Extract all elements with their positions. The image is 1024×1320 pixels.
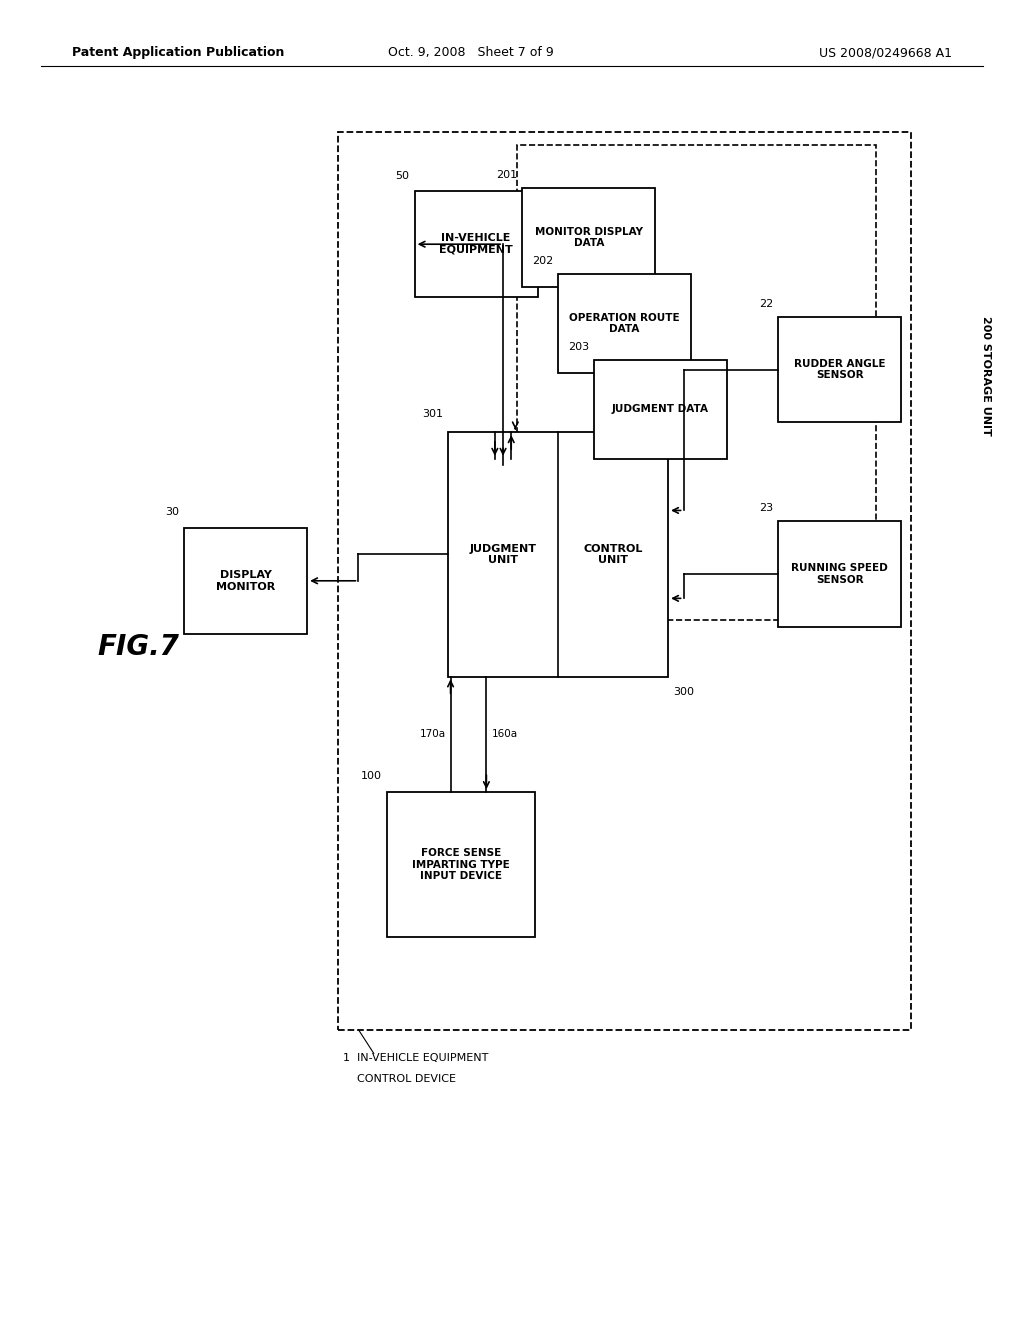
Bar xyxy=(778,521,901,627)
Text: RUDDER ANGLE
SENSOR: RUDDER ANGLE SENSOR xyxy=(794,359,886,380)
Text: 300: 300 xyxy=(674,686,694,697)
Text: OPERATION ROUTE
DATA: OPERATION ROUTE DATA xyxy=(569,313,680,334)
Text: Oct. 9, 2008   Sheet 7 of 9: Oct. 9, 2008 Sheet 7 of 9 xyxy=(388,46,554,59)
Text: JUDGMENT DATA: JUDGMENT DATA xyxy=(612,404,709,414)
Text: CONTROL
UNIT: CONTROL UNIT xyxy=(584,544,643,565)
Text: 200 STORAGE UNIT: 200 STORAGE UNIT xyxy=(981,317,991,436)
Bar xyxy=(558,275,691,372)
Text: DISPLAY
MONITOR: DISPLAY MONITOR xyxy=(216,570,275,591)
Text: 203: 203 xyxy=(567,342,589,351)
Text: 100: 100 xyxy=(360,771,381,781)
Text: 202: 202 xyxy=(531,256,553,265)
Text: 23: 23 xyxy=(759,503,773,513)
Text: CONTROL DEVICE: CONTROL DEVICE xyxy=(343,1074,456,1085)
Text: RUNNING SPEED
SENSOR: RUNNING SPEED SENSOR xyxy=(792,564,888,585)
Text: 30: 30 xyxy=(165,507,179,517)
Text: IN-VEHICLE
EQUIPMENT: IN-VEHICLE EQUIPMENT xyxy=(439,234,513,255)
Bar xyxy=(184,528,307,634)
Bar xyxy=(338,132,911,1030)
Bar xyxy=(387,792,535,937)
Text: 50: 50 xyxy=(395,170,410,181)
Bar xyxy=(522,189,655,288)
Text: FIG.7: FIG.7 xyxy=(97,632,179,661)
Text: 201: 201 xyxy=(496,170,517,180)
Text: 160a: 160a xyxy=(492,729,518,739)
Text: Patent Application Publication: Patent Application Publication xyxy=(72,46,284,59)
Bar xyxy=(517,145,876,620)
Text: 22: 22 xyxy=(759,298,773,309)
Bar xyxy=(449,433,669,677)
Bar xyxy=(415,191,538,297)
Text: US 2008/0249668 A1: US 2008/0249668 A1 xyxy=(819,46,952,59)
Text: MONITOR DISPLAY
DATA: MONITOR DISPLAY DATA xyxy=(535,227,643,248)
Text: JUDGMENT
UNIT: JUDGMENT UNIT xyxy=(470,544,537,565)
Bar xyxy=(778,317,901,422)
Text: 170a: 170a xyxy=(419,729,445,739)
Text: 1  IN-VEHICLE EQUIPMENT: 1 IN-VEHICLE EQUIPMENT xyxy=(343,1053,488,1064)
Bar xyxy=(594,360,727,459)
Text: FORCE SENSE
IMPARTING TYPE
INPUT DEVICE: FORCE SENSE IMPARTING TYPE INPUT DEVICE xyxy=(412,847,510,882)
Text: 301: 301 xyxy=(422,409,443,420)
